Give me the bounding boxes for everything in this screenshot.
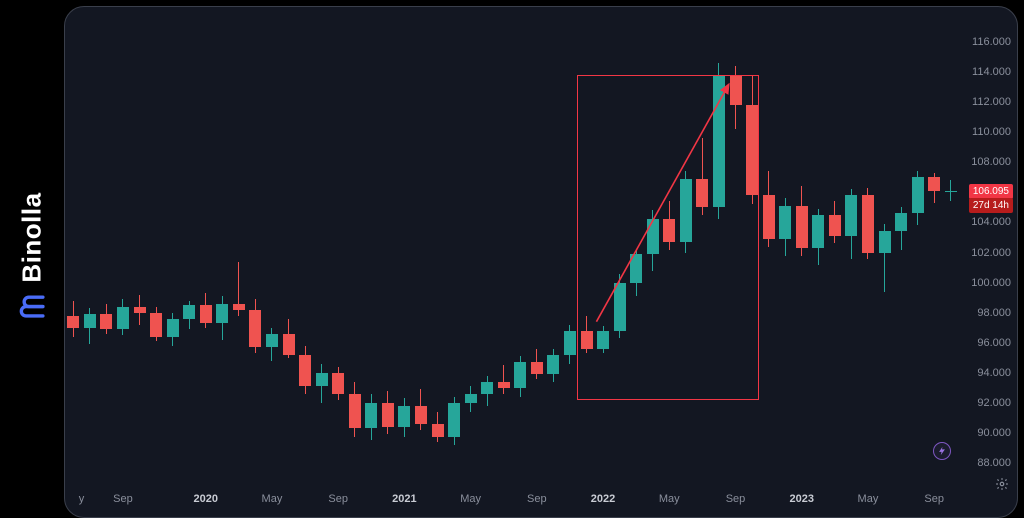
x-tick-label: 2022	[591, 493, 615, 505]
x-tick-label: Sep	[726, 493, 746, 505]
x-tick-label: May	[659, 493, 680, 505]
candle-body	[183, 305, 195, 319]
current-price-tag: 106.095	[969, 184, 1013, 199]
brand-logo-icon	[17, 290, 47, 320]
y-tick-label: 96.000	[977, 337, 1011, 349]
candle-body	[895, 213, 907, 231]
candle-body	[283, 334, 295, 355]
candle-body	[845, 195, 857, 236]
candle-body	[266, 334, 278, 348]
candle-body	[382, 403, 394, 427]
y-tick-label: 110.000	[972, 126, 1011, 138]
x-tick-label: May	[858, 493, 879, 505]
x-tick-label: 2020	[193, 493, 217, 505]
x-tick-label: Sep	[113, 493, 133, 505]
candle-body	[928, 177, 940, 191]
y-tick-label: 102.000	[971, 247, 1011, 259]
candle-body	[332, 373, 344, 394]
candle-body	[150, 313, 162, 337]
y-tick-label: 90.000	[977, 427, 1011, 439]
x-tick-label: Sep	[924, 493, 944, 505]
annotation-arrow	[65, 7, 1017, 507]
candle-body	[415, 406, 427, 424]
y-axis-labels: 88.000 90.000 92.000 94.000 96.000 98.000 100.…	[961, 7, 1011, 473]
candle-body	[531, 362, 543, 374]
annotation-rectangle[interactable]	[577, 75, 759, 400]
gear-icon[interactable]	[995, 477, 1009, 491]
x-tick-label: Sep	[527, 493, 547, 505]
candle-body	[448, 403, 460, 438]
x-axis-labels: y Sep 2020 May Sep 2021 May Sep 2022 May Sep 2023 Ma…	[65, 493, 959, 509]
candle-body	[812, 215, 824, 248]
x-tick-label: May	[262, 493, 283, 505]
candle-body	[912, 177, 924, 213]
candle-body	[829, 215, 841, 236]
y-tick-label: 88.000	[977, 457, 1011, 469]
candle-body	[299, 355, 311, 387]
y-tick-label: 100.000	[971, 277, 1011, 289]
candle-body	[316, 373, 328, 387]
y-tick-label: 98.000	[977, 307, 1011, 319]
brand-name: Binolla	[17, 192, 48, 282]
y-tick-label: 114.000	[972, 66, 1011, 78]
candlestick-chart[interactable]	[65, 7, 1017, 517]
y-tick-label: 104.000	[971, 216, 1011, 228]
candle-body	[779, 206, 791, 239]
candle-body	[564, 331, 576, 355]
candle-body	[100, 314, 112, 329]
candle-body	[432, 424, 444, 438]
candle-wick	[503, 365, 504, 394]
y-tick-label: 116.000	[972, 36, 1011, 48]
chart-panel: 88.000 90.000 92.000 94.000 96.000 98.000 100.…	[64, 6, 1018, 518]
candle-body	[398, 406, 410, 427]
candle-body	[349, 394, 361, 429]
candle-body	[84, 314, 96, 328]
y-tick-label: 112.000	[972, 96, 1011, 108]
candle-body	[134, 307, 146, 313]
candle-body	[465, 394, 477, 403]
y-tick-label: 94.000	[977, 367, 1011, 379]
candle-body	[547, 355, 559, 375]
candle-body	[763, 195, 775, 239]
candle-body	[481, 382, 493, 394]
candle-body	[514, 362, 526, 388]
candle-body	[200, 305, 212, 323]
candle-body	[796, 206, 808, 248]
candle-body	[233, 304, 245, 310]
candle-body	[945, 191, 957, 192]
countdown-tag: 27d 14h	[969, 198, 1013, 213]
candle-body	[365, 403, 377, 429]
x-tick-label: Sep	[328, 493, 348, 505]
candle-body	[117, 307, 129, 330]
y-tick-label: 108.000	[971, 156, 1011, 168]
x-tick-label: 2023	[789, 493, 813, 505]
candle-body	[216, 304, 228, 324]
flash-icon[interactable]	[933, 442, 951, 460]
x-tick-label: 2021	[392, 493, 416, 505]
candle-body	[167, 319, 179, 337]
app-frame: Binolla 88.000 90.000 92.000 94.000 96.000 98…	[0, 0, 1024, 512]
brand-sidebar: Binolla	[0, 0, 64, 512]
candle-body	[879, 231, 891, 252]
x-tick-label: y	[79, 493, 85, 505]
candle-body	[862, 195, 874, 252]
x-tick-label: May	[460, 493, 481, 505]
candle-body	[249, 310, 261, 348]
candle-body	[67, 316, 79, 328]
candle-body	[498, 382, 510, 388]
y-tick-label: 92.000	[977, 397, 1011, 409]
